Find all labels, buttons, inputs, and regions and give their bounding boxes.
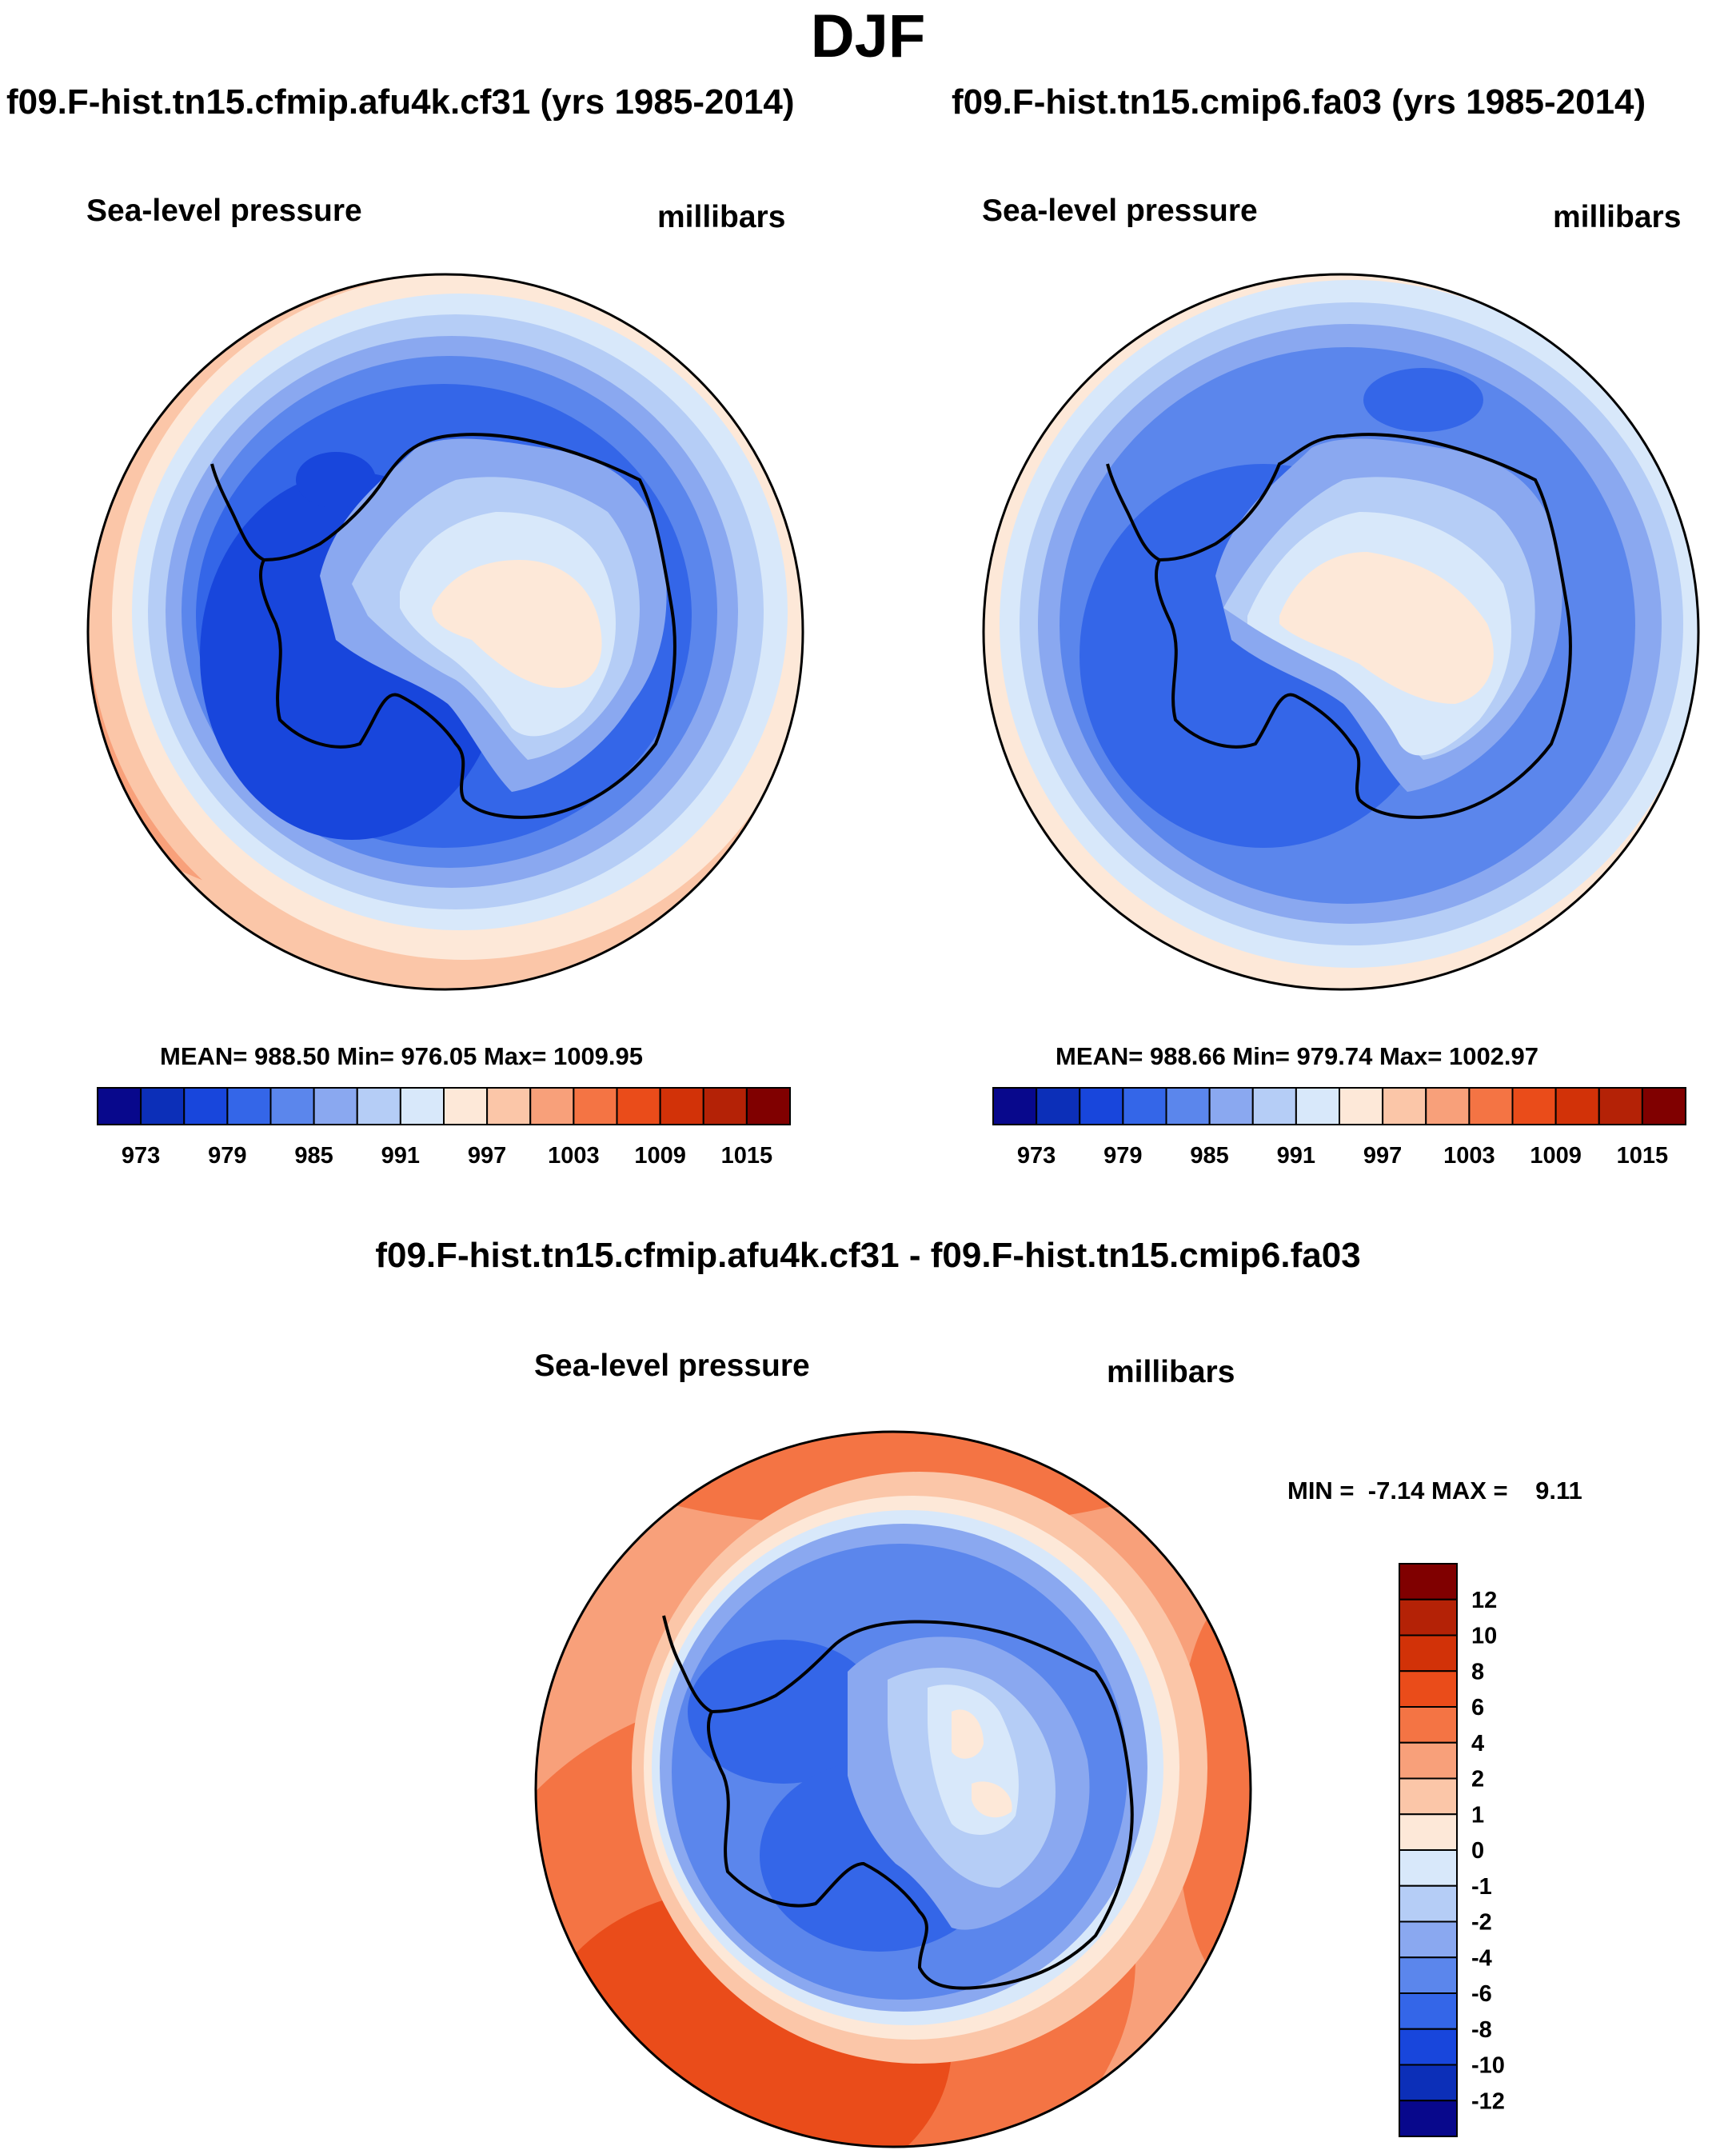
diff-colorbar-label-0: 12 xyxy=(1471,1588,1497,1613)
left-colorbar-box-1 xyxy=(140,1087,186,1125)
diff-units: millibars xyxy=(1107,1355,1235,1389)
diff-colorbar-box-15 xyxy=(1399,2100,1458,2137)
left-colorbar-label-2: 985 xyxy=(294,1143,333,1169)
diff-colorbar-label-3: 6 xyxy=(1471,1695,1484,1720)
right-colorbar-box-4 xyxy=(1165,1087,1211,1125)
diff-colorbar-box-9 xyxy=(1399,1884,1458,1923)
left-colorbar-label-1: 979 xyxy=(208,1143,246,1169)
left-colorbar-label-3: 991 xyxy=(381,1143,420,1169)
right-colorbar-box-6 xyxy=(1251,1087,1297,1125)
left-colorbar-label-6: 1009 xyxy=(634,1143,686,1169)
figure-title: DJF xyxy=(810,2,926,70)
right-colorbar-label-4: 997 xyxy=(1363,1143,1402,1169)
right-colorbar-box-8 xyxy=(1339,1087,1384,1125)
diff-colorbar-box-13 xyxy=(1399,2028,1458,2066)
diff-colorbar-label-5: 2 xyxy=(1471,1767,1484,1792)
left-colorbar-box-12 xyxy=(616,1087,661,1125)
right-case-title: f09.F-hist.tn15.cmip6.fa03 (yrs 1985-201… xyxy=(952,82,1646,122)
diff-colorbar-box-1 xyxy=(1399,1598,1458,1636)
left-colorbar-box-14 xyxy=(702,1087,748,1125)
right-colorbar-box-10 xyxy=(1425,1087,1471,1125)
diff-colorbar-label-10: -4 xyxy=(1471,1945,1492,1971)
left-colorbar-box-9 xyxy=(486,1087,532,1125)
right-colorbar-box-12 xyxy=(1511,1087,1557,1125)
left-map xyxy=(86,273,804,991)
diff-colorbar-box-0 xyxy=(1399,1563,1458,1601)
left-colorbar-box-2 xyxy=(183,1087,229,1125)
diff-colorbar-box-12 xyxy=(1399,1992,1458,2030)
diff-colorbar-box-6 xyxy=(1399,1777,1458,1816)
right-stats: MEAN= 988.66 Min= 979.74 Max= 1002.97 xyxy=(1056,1042,1539,1070)
right-colorbar-box-11 xyxy=(1468,1087,1514,1125)
diff-colorbar-label-8: -1 xyxy=(1471,1874,1492,1900)
right-field-label: Sea-level pressure xyxy=(982,194,1258,228)
diff-colorbar-box-2 xyxy=(1399,1634,1458,1672)
left-colorbar-box-5 xyxy=(313,1087,358,1125)
diff-colorbar-box-3 xyxy=(1399,1670,1458,1708)
right-colorbar-label-0: 973 xyxy=(1017,1143,1056,1169)
diff-stats: MIN = -7.14 MAX = 9.11 xyxy=(1287,1477,1582,1505)
diff-colorbar-box-10 xyxy=(1399,1920,1458,1959)
left-colorbar-label-4: 997 xyxy=(468,1143,506,1169)
diff-colorbar-box-5 xyxy=(1399,1741,1458,1780)
left-case-title: f09.F-hist.tn15.cfmip.afu4k.cf31 (yrs 19… xyxy=(6,82,795,122)
diff-case-title: f09.F-hist.tn15.cfmip.afu4k.cf31 - f09.F… xyxy=(375,1236,1361,1275)
left-colorbar-box-7 xyxy=(399,1087,445,1125)
right-colorbar-label-2: 985 xyxy=(1190,1143,1228,1169)
left-colorbar-box-3 xyxy=(226,1087,272,1125)
left-colorbar-box-13 xyxy=(659,1087,704,1125)
diff-colorbar-label-12: -8 xyxy=(1471,2017,1492,2043)
left-colorbar-box-11 xyxy=(573,1087,618,1125)
right-colorbar-box-13 xyxy=(1554,1087,1600,1125)
right-colorbar-box-0 xyxy=(992,1087,1038,1125)
right-colorbar-label-5: 1003 xyxy=(1443,1143,1495,1169)
left-colorbar-box-0 xyxy=(97,1087,142,1125)
diff-map xyxy=(534,1430,1252,2148)
diff-colorbar-label-9: -2 xyxy=(1471,1910,1492,1936)
right-colorbar-label-1: 979 xyxy=(1103,1143,1142,1169)
left-colorbar-label-5: 1003 xyxy=(548,1143,600,1169)
diff-colorbar-box-14 xyxy=(1399,2064,1458,2102)
diff-colorbar-label-11: -6 xyxy=(1471,1981,1492,2007)
diff-colorbar-label-13: -10 xyxy=(1471,2053,1505,2079)
right-colorbar-label-3: 991 xyxy=(1277,1143,1315,1169)
right-colorbar-box-1 xyxy=(1036,1087,1081,1125)
left-colorbar-box-8 xyxy=(443,1087,489,1125)
left-colorbar-label-0: 973 xyxy=(122,1143,160,1169)
left-colorbar-box-10 xyxy=(529,1087,575,1125)
left-units: millibars xyxy=(657,200,786,234)
left-colorbar-box-4 xyxy=(269,1087,315,1125)
diff-field-label: Sea-level pressure xyxy=(534,1349,810,1383)
right-colorbar-box-9 xyxy=(1382,1087,1427,1125)
left-colorbar: 973 979 985 991 997 1003 1009 1015 xyxy=(97,1087,791,1169)
right-colorbar-label-6: 1009 xyxy=(1530,1143,1582,1169)
diff-colorbar-box-7 xyxy=(1399,1813,1458,1851)
right-colorbar-box-3 xyxy=(1122,1087,1167,1125)
diff-colorbar-box-11 xyxy=(1399,1956,1458,1994)
right-colorbar-label-7: 1015 xyxy=(1617,1143,1669,1169)
diff-colorbar-label-6: 1 xyxy=(1471,1802,1484,1828)
right-map xyxy=(982,273,1700,991)
diff-colorbar-box-8 xyxy=(1399,1849,1458,1887)
left-stats: MEAN= 988.50 Min= 976.05 Max= 1009.95 xyxy=(160,1042,644,1070)
diff-colorbar-label-1: 10 xyxy=(1471,1624,1497,1649)
right-colorbar: 973 979 985 991 997 1003 1009 1015 xyxy=(992,1087,1686,1169)
right-colorbar-box-14 xyxy=(1598,1087,1643,1125)
right-colorbar-box-15 xyxy=(1641,1087,1686,1125)
left-colorbar-box-6 xyxy=(356,1087,401,1125)
left-field-label: Sea-level pressure xyxy=(86,194,362,228)
right-colorbar-box-5 xyxy=(1208,1087,1254,1125)
diff-colorbar-label-2: 8 xyxy=(1471,1659,1484,1684)
right-colorbar-box-7 xyxy=(1295,1087,1340,1125)
right-colorbar-box-2 xyxy=(1079,1087,1124,1125)
left-colorbar-box-15 xyxy=(745,1087,791,1125)
diff-colorbar-label-7: 0 xyxy=(1471,1838,1484,1864)
right-units: millibars xyxy=(1553,200,1682,234)
left-colorbar-label-7: 1015 xyxy=(721,1143,773,1169)
diff-colorbar-box-4 xyxy=(1399,1706,1458,1744)
diff-colorbar-label-4: 4 xyxy=(1471,1731,1484,1756)
diff-colorbar-label-14: -12 xyxy=(1471,2088,1505,2114)
